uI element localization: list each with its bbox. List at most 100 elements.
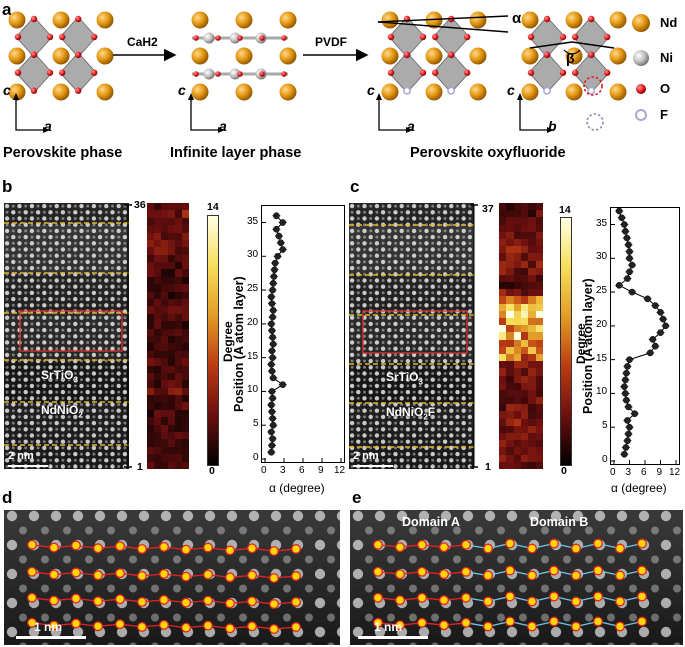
lattice-atom — [36, 458, 40, 462]
colorbar-max-b: 14 — [207, 201, 219, 213]
lattice-atom — [54, 278, 59, 283]
lattice-atom — [204, 510, 216, 522]
lattice-atom — [91, 216, 97, 221]
lattice-atom — [356, 372, 360, 375]
tracked-atom — [637, 565, 647, 576]
lattice-atom — [350, 322, 354, 326]
lattice-atom — [356, 409, 360, 413]
scale-label-b: 2 nm — [8, 450, 34, 462]
lattice-atom — [122, 451, 128, 457]
lattice-atom — [356, 384, 360, 388]
lattice-atom — [363, 440, 366, 444]
lattice-atom — [449, 265, 454, 271]
lattice-atom — [73, 389, 78, 395]
ni-atom — [203, 32, 215, 44]
lattice-atom — [73, 321, 78, 327]
lattice-atom — [54, 265, 59, 271]
lattice-atom — [468, 458, 472, 462]
lattice-atom — [374, 203, 380, 209]
lattice-atom — [4, 290, 10, 296]
lattice-atom — [86, 384, 90, 388]
lattice-atom — [98, 372, 102, 375]
lattice-atom — [381, 229, 385, 233]
heatmap-cell — [499, 310, 507, 319]
lattice-atom — [80, 260, 83, 264]
lattice-atom — [97, 365, 103, 370]
alpha-data-point — [279, 246, 287, 253]
x-tick-label: 12 — [669, 467, 681, 478]
lattice-atom — [61, 279, 65, 282]
heatmap-cell — [182, 321, 189, 329]
lattice-atom — [23, 377, 28, 382]
tracked-atom — [269, 546, 279, 557]
lattice-atom — [116, 352, 121, 358]
lattice-atom — [412, 440, 416, 444]
lattice-atom — [36, 421, 40, 425]
lattice-atom — [41, 526, 49, 535]
lattice-atom — [49, 241, 52, 245]
lattice-atom — [374, 228, 380, 234]
heatmap-cell — [168, 402, 175, 410]
tracked-atom — [637, 538, 647, 549]
heatmap-cell — [521, 461, 529, 469]
heatmap-cell — [521, 368, 529, 376]
heatmap-cell — [506, 267, 514, 275]
heatmap-cell — [182, 343, 189, 351]
lattice-atom — [24, 421, 28, 425]
lattice-atom — [85, 613, 93, 622]
lattice-atom — [430, 414, 435, 420]
lattice-atom — [362, 396, 367, 401]
heatmap-cell — [521, 418, 529, 426]
lattice-atom — [4, 265, 10, 271]
lattice-atom — [418, 365, 423, 370]
heatmap-cell — [528, 289, 536, 297]
lattice-atom — [98, 421, 102, 425]
lattice-atom — [86, 341, 90, 344]
heatmap-cell — [161, 461, 168, 469]
lattice-atom — [30, 427, 34, 431]
lattice-atom — [449, 203, 454, 209]
lattice-atom — [86, 316, 90, 320]
lattice-atom — [117, 322, 121, 326]
tracked-atom — [483, 543, 493, 554]
heatmap-cell — [154, 439, 161, 447]
alpha-data-point — [269, 334, 276, 341]
lattice-atom — [449, 371, 454, 376]
lattice-atom — [468, 217, 472, 220]
legend-ni-label: Ni — [660, 50, 673, 65]
lattice-atom — [123, 421, 127, 425]
lattice-atom — [67, 334, 71, 338]
heatmap-cell — [513, 274, 521, 283]
lattice-atom — [607, 613, 615, 622]
lattice-atom — [67, 452, 71, 456]
lattice-atom — [123, 303, 127, 307]
lattice-atom — [49, 421, 52, 425]
lattice-atom — [418, 427, 423, 432]
lattice-atom — [117, 390, 121, 394]
lattice-atom — [129, 584, 137, 593]
lattice-atom — [475, 613, 483, 622]
lattice-atom — [443, 241, 447, 245]
lattice-atom — [461, 458, 466, 463]
lattice-atom — [443, 279, 447, 282]
lattice-atom — [380, 439, 386, 444]
lattice-atom — [116, 510, 128, 522]
lattice-atom — [4, 408, 10, 413]
lattice-atom — [467, 346, 473, 351]
lattice-atom — [67, 322, 71, 326]
lattice-atom — [449, 285, 453, 289]
tracked-atom — [549, 565, 559, 576]
lattice-atom — [349, 290, 355, 296]
lattice-atom — [123, 396, 127, 400]
lattice-atom — [122, 427, 128, 432]
lattice-atom — [116, 383, 121, 389]
lattice-atom — [368, 334, 373, 339]
lattice-atom — [497, 613, 505, 622]
lattice-atom — [442, 414, 448, 420]
nd-atom — [235, 11, 253, 29]
heatmap-cell — [535, 425, 543, 434]
lattice-atom — [327, 526, 335, 535]
lattice-atom — [475, 584, 483, 593]
lattice-atom — [442, 296, 448, 302]
heatmap-cell — [154, 343, 161, 351]
